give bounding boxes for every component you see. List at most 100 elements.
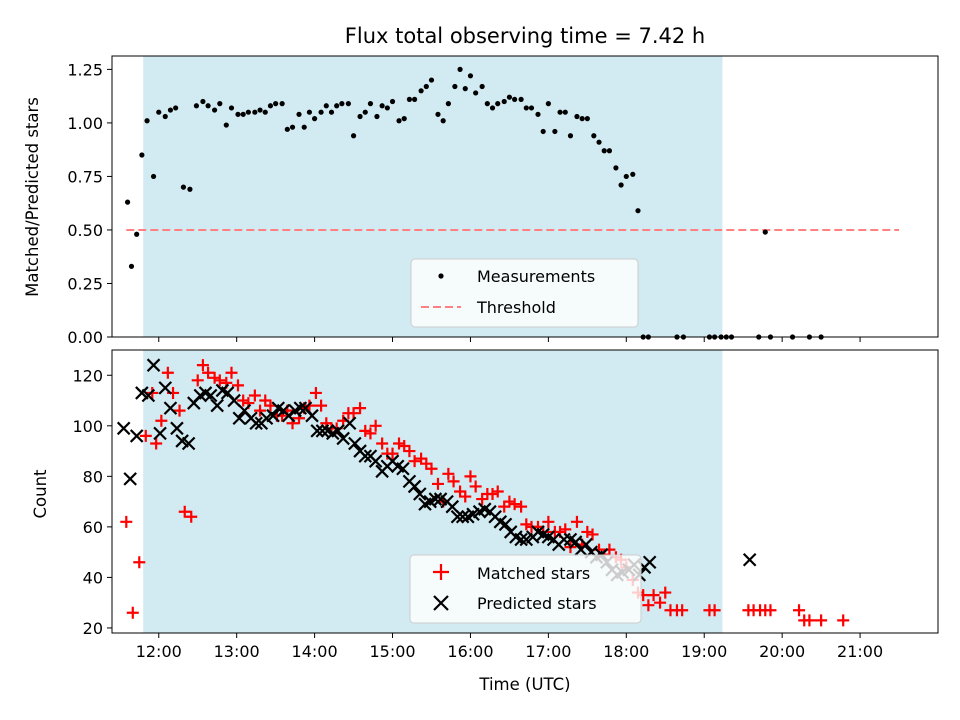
measurement-point xyxy=(212,107,218,113)
measurement-point xyxy=(367,101,374,107)
x-tick-label: 17:00 xyxy=(525,642,571,661)
measurement-point xyxy=(193,103,200,109)
matched-star-point xyxy=(359,424,372,437)
y-tick-label: 0.25 xyxy=(67,274,103,293)
measurement-point xyxy=(350,133,357,139)
measurement-point xyxy=(389,98,396,105)
matched-star-point xyxy=(155,414,168,427)
measurement-point xyxy=(535,111,541,117)
legend-plus-marker xyxy=(433,564,449,580)
x-tick-label: 21:00 xyxy=(837,642,883,661)
predicted-star-point xyxy=(310,424,324,438)
matched-star-point xyxy=(654,596,667,609)
matched-star-point xyxy=(208,371,221,384)
matched-star-point xyxy=(586,528,599,541)
y-tick-label: 0.75 xyxy=(67,167,103,186)
measurement-point xyxy=(479,83,485,90)
measurement-point xyxy=(205,103,211,109)
bottom-axes: 20 40 60 80 100 120 12:00 13:00 14:00 15:00 16:00… xyxy=(31,349,939,694)
matched-star-point xyxy=(139,429,152,442)
measurement-point xyxy=(228,105,235,111)
measurement-point xyxy=(428,77,435,83)
matched-star-point xyxy=(213,374,226,387)
measurement-point xyxy=(552,128,558,135)
measurement-point xyxy=(618,182,624,188)
predicted-star-point xyxy=(170,421,184,436)
y-tick-label: 80 xyxy=(83,467,103,486)
matched-star-point xyxy=(196,359,209,372)
measurement-point xyxy=(423,83,429,90)
measurement-point xyxy=(473,90,479,96)
measurement-point xyxy=(284,126,290,132)
matched-star-point xyxy=(837,614,850,627)
measurement-point xyxy=(139,152,145,158)
top-axes: 0.00 0.25 0.50 0.75 1.00 1.25 Matched/Predict… xyxy=(23,55,939,347)
matched-star-point xyxy=(442,467,455,480)
measurement-point xyxy=(312,116,318,122)
legend-dot-marker xyxy=(438,273,444,279)
x-tick-label: 18:00 xyxy=(603,642,649,661)
predicted-star-point xyxy=(293,401,308,415)
measurement-point xyxy=(489,105,496,111)
predicted-star-point xyxy=(396,461,410,476)
x-tick-label: 20:00 xyxy=(759,642,805,661)
measurement-point xyxy=(156,109,162,115)
legend-x-marker xyxy=(433,595,449,611)
measurement-point xyxy=(289,124,296,130)
measurement-point xyxy=(567,133,574,139)
matched-star-point xyxy=(520,518,533,531)
measurement-point xyxy=(345,101,351,107)
matched-star-point xyxy=(542,515,555,528)
measurement-point xyxy=(501,98,507,105)
x-tick-label: 16:00 xyxy=(447,642,493,661)
measurement-point xyxy=(584,116,590,122)
predicted-star-point xyxy=(249,416,263,431)
measurement-point xyxy=(396,118,402,124)
legend-threshold: Threshold xyxy=(476,298,556,317)
matched-star-point xyxy=(225,366,238,379)
measurement-point xyxy=(223,122,229,128)
measurement-point xyxy=(557,109,563,115)
matched-star-point xyxy=(191,374,204,387)
measurement-point xyxy=(306,109,313,115)
matched-star-point xyxy=(793,604,806,617)
y-tick-label: 120 xyxy=(72,366,103,385)
measurement-point xyxy=(379,103,385,109)
measurement-point xyxy=(267,103,274,109)
predicted-star-point xyxy=(331,424,345,438)
predicted-star-point xyxy=(336,431,350,446)
predicted-star-point xyxy=(498,517,513,532)
measurement-point xyxy=(579,116,585,122)
x-tick-label: 13:00 xyxy=(214,642,260,661)
predicted-star-point xyxy=(568,535,583,549)
predicted-star-point xyxy=(203,388,218,403)
predicted-star-point xyxy=(181,436,196,451)
matched-star-point xyxy=(347,407,360,420)
measurement-point xyxy=(150,173,157,180)
measurement-point xyxy=(187,186,193,192)
measurement-point xyxy=(495,101,501,107)
matched-star-point xyxy=(364,427,377,440)
x-tick-label: 12:00 xyxy=(136,642,182,661)
y-tick-label: 60 xyxy=(83,518,103,537)
matched-star-point xyxy=(459,490,472,503)
matched-star-point xyxy=(376,437,389,450)
matched-star-point xyxy=(202,366,215,379)
measurement-point xyxy=(512,96,518,102)
measurement-point xyxy=(144,118,150,124)
bottom-legend: Matched stars Predicted stars xyxy=(409,554,642,624)
x-tick-label: 15:00 xyxy=(369,642,415,661)
matched-star-point xyxy=(647,589,660,602)
measurement-point xyxy=(173,105,179,111)
matched-star-point xyxy=(642,599,655,612)
matched-star-point xyxy=(425,462,438,475)
measurement-point xyxy=(273,101,279,107)
chart-title: Flux total observing time = 7.42 h xyxy=(345,24,705,48)
measurement-point xyxy=(200,98,206,105)
legend-predicted: Predicted stars xyxy=(477,594,597,613)
measurement-point xyxy=(245,109,251,115)
matched-star-point xyxy=(315,399,328,412)
matched-star-point xyxy=(708,604,721,617)
predicted-star-point xyxy=(455,509,470,524)
